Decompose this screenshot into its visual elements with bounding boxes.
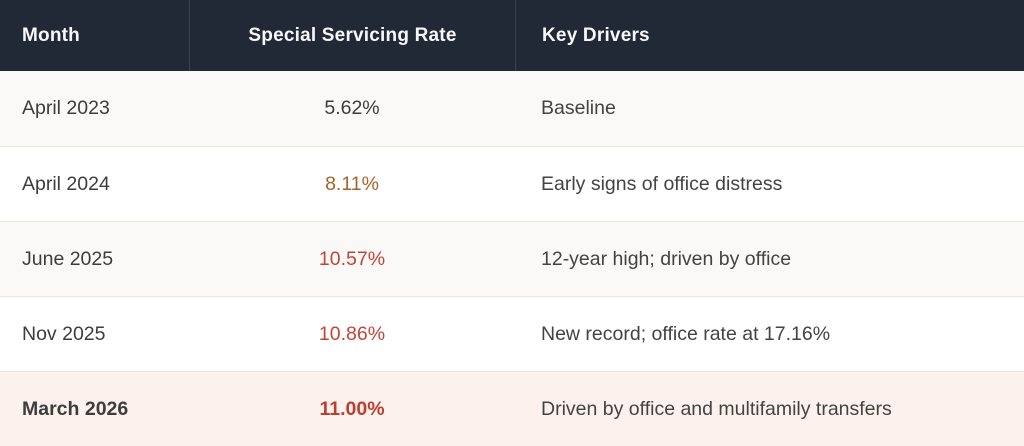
table-row: Nov 2025 10.86% New record; office rate … xyxy=(0,296,1024,371)
table-row: March 2026 11.00% Driven by office and m… xyxy=(0,371,1024,446)
rate-cell: 8.11% xyxy=(325,172,379,195)
rate-cell: 11.00% xyxy=(319,397,385,420)
driver-cell: New record; office rate at 17.16% xyxy=(541,322,831,345)
month-cell: Nov 2025 xyxy=(22,322,106,345)
month-cell: March 2026 xyxy=(22,397,129,420)
month-cell: June 2025 xyxy=(22,247,114,270)
table-header: Month Special Servicing Rate Key Drivers xyxy=(0,0,1024,71)
rate-cell: 10.57% xyxy=(318,247,386,270)
driver-cell: Driven by office and multifamily transfe… xyxy=(541,397,892,420)
table-row: April 2023 5.62% Baseline xyxy=(0,71,1024,146)
header-cell-rate: Special Servicing Rate xyxy=(189,0,515,71)
month-cell: April 2024 xyxy=(22,172,110,195)
month-cell: April 2023 xyxy=(22,97,110,119)
table-row: June 2025 10.57% 12-year high; driven by… xyxy=(0,221,1024,296)
driver-cell: Early signs of office distress xyxy=(541,172,783,195)
header-cell-month: Month xyxy=(22,24,80,46)
table-row: April 2024 8.11% Early signs of office d… xyxy=(0,146,1024,221)
header-cell-key-drivers: Key Drivers xyxy=(515,0,1024,71)
rate-cell: 5.62% xyxy=(324,97,380,119)
driver-cell: 12-year high; driven by office xyxy=(541,247,792,270)
driver-cell: Baseline xyxy=(541,97,616,119)
rate-cell: 10.86% xyxy=(318,322,386,345)
table-body: April 2023 5.62% Baseline April 2024 8.1… xyxy=(0,71,1024,446)
